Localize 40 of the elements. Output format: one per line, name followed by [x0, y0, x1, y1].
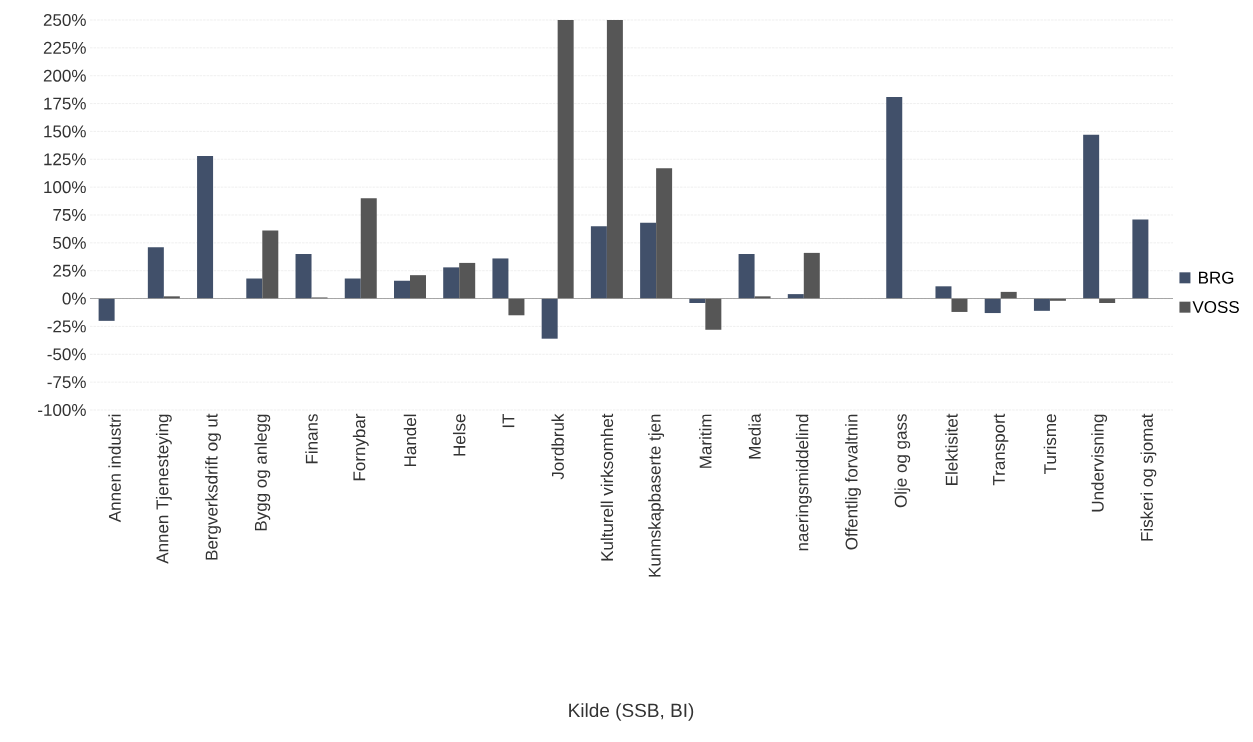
x-tick-label: Annen Tjenesteying — [155, 414, 172, 564]
y-tick-label: 150% — [44, 125, 86, 138]
legend-label: BRG — [1199, 271, 1234, 284]
x-tick-label: Bergverksdrift og ut — [205, 413, 221, 560]
x-tick-label: Maritim — [699, 414, 712, 468]
y-tick-label: 50% — [53, 236, 86, 249]
y-tick-label: -75% — [47, 376, 86, 389]
x-tick-label: Bygg og anlegg — [254, 414, 271, 531]
x-tick-label: Olje og gass — [894, 414, 911, 508]
text: Kilde (SSB, BI) — [569, 703, 694, 721]
y-tick-label: 100% — [44, 181, 86, 194]
x-tick-label: Turisme — [1043, 414, 1057, 474]
x-tick-label: Transport — [993, 413, 1009, 486]
x-tick-label: Finans — [305, 414, 318, 464]
x-tick-label: Kunnskapbaserte tjen — [648, 414, 665, 577]
x-tick-label: naeringsmiddelind — [795, 414, 812, 551]
x-tick-label: Kulturell virksomhet — [600, 413, 614, 561]
x-tick-label: Helse — [452, 414, 466, 456]
x-tick-label: Media — [748, 413, 761, 459]
x-tick-label: Jordbruk — [551, 413, 564, 480]
y-tick-label: 200% — [43, 69, 86, 82]
x-tick-label: Fiskeri og sjomat — [1140, 413, 1157, 541]
legend-label: VOSS — [1192, 300, 1239, 314]
y-tick-label: 75% — [53, 209, 86, 221]
y-tick-label: -50% — [47, 348, 86, 361]
y-tick-label: 125% — [44, 153, 86, 166]
y-tick-label: 225% — [43, 41, 86, 54]
x-tick-label: IT — [502, 413, 515, 428]
y-tick-label: 250% — [43, 13, 86, 27]
x-tick-label: Handel — [403, 414, 417, 466]
x-tick-label: Offentlig forvaltnin — [845, 414, 861, 550]
x-tick-label: Annen industri — [108, 414, 121, 523]
y-tick-label: 25% — [53, 264, 86, 277]
x-tick-label: Undervisning — [1091, 414, 1108, 512]
x-tick-label: Elektisitet — [945, 413, 958, 485]
y-tick-label: 0% — [62, 292, 86, 305]
y-tick-label: 175% — [44, 97, 86, 110]
y-tick-label: -100% — [38, 403, 86, 417]
y-tick-label: -25% — [47, 320, 86, 333]
x-tick-label: Fornybar — [352, 413, 369, 481]
